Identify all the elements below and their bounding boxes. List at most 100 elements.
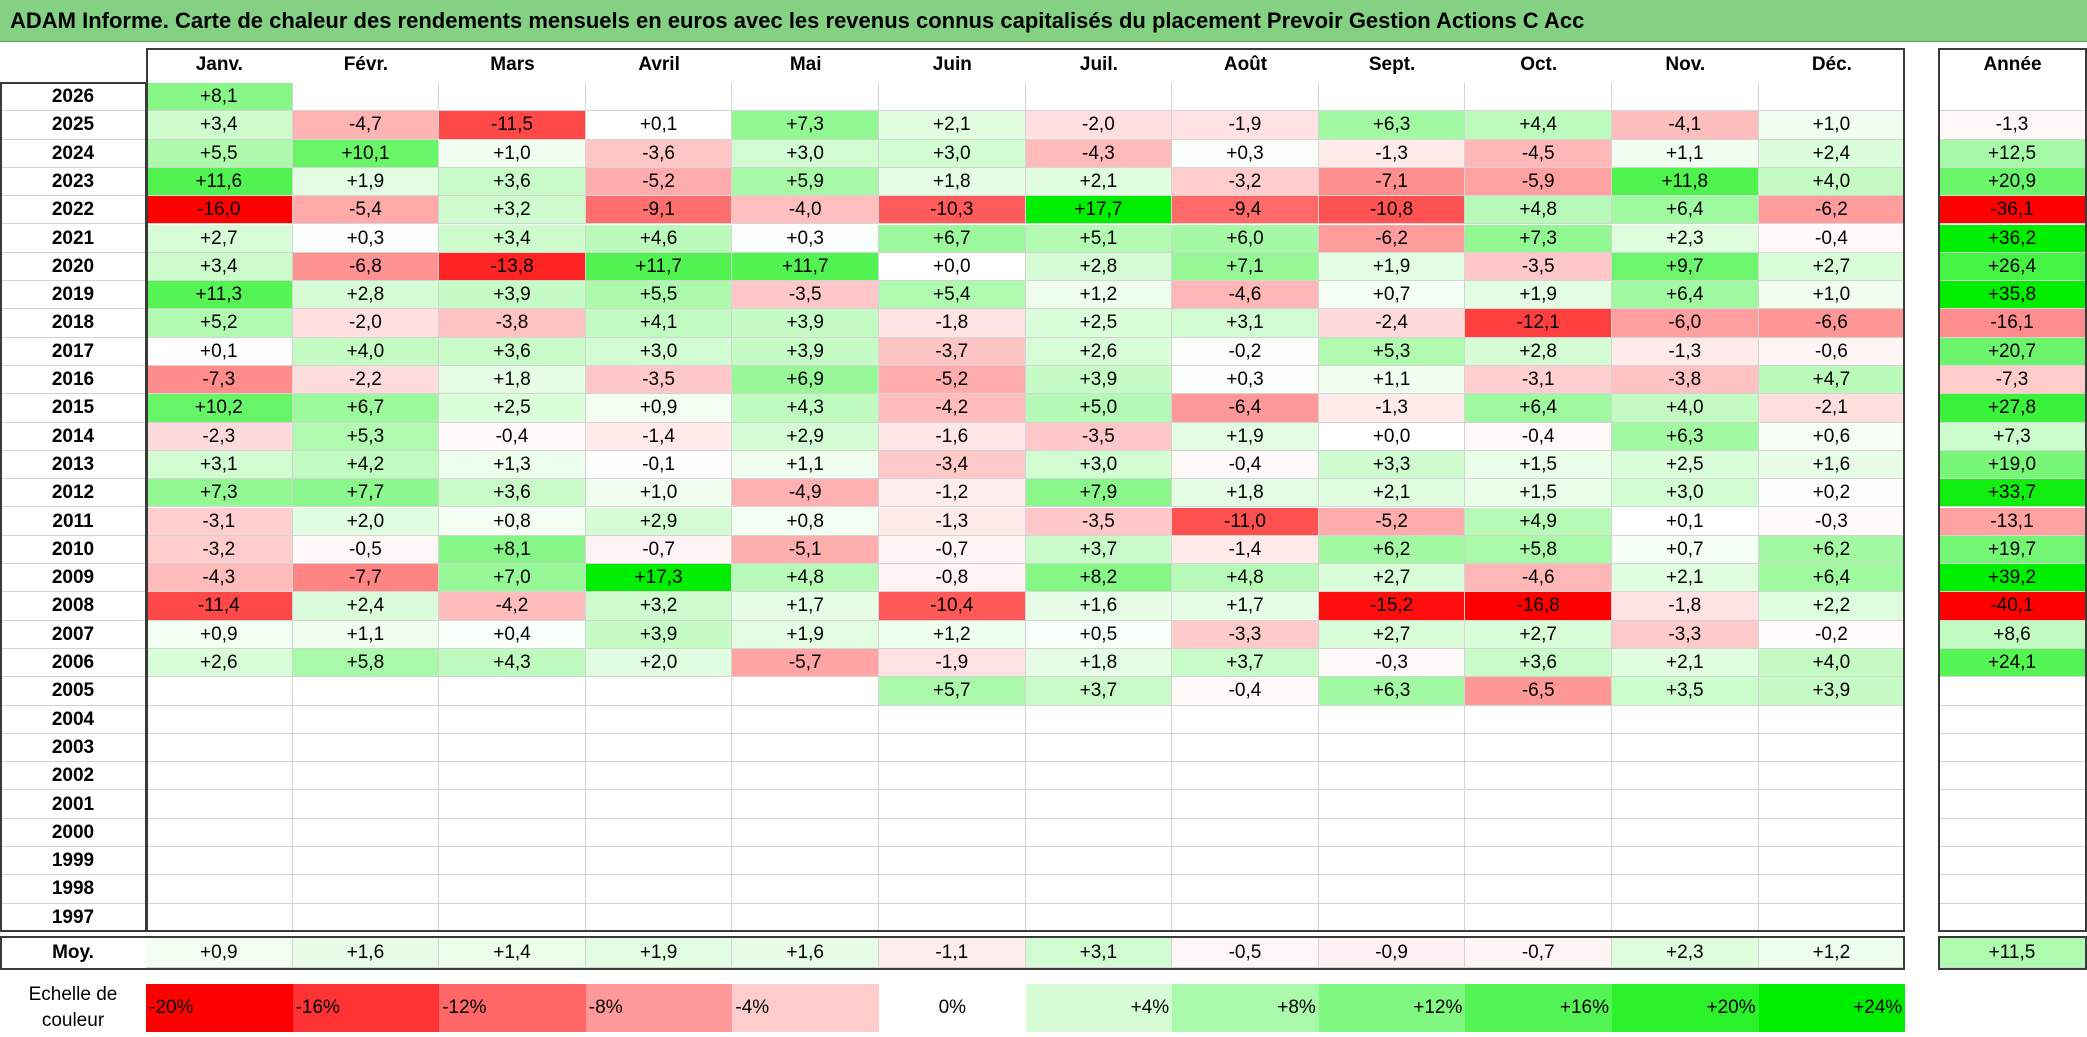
heatmap-cell: +2,5: [1025, 309, 1173, 338]
heatmap-cell: -3,6: [585, 139, 733, 168]
heatmap-cell: +0,1: [146, 337, 293, 366]
heatmap-cell: [146, 847, 293, 876]
heatmap-cell: +6,7: [879, 224, 1026, 253]
year-label: 2005: [0, 677, 146, 706]
heatmap-cell: [439, 733, 586, 763]
heatmap-cell: -6,0: [1612, 309, 1759, 338]
month-header: Avril: [638, 54, 680, 75]
heatmap-cell: -3,5: [1465, 252, 1612, 282]
heatmap-cell: [879, 847, 1026, 876]
heatmap-cell: -0,2: [1172, 337, 1319, 366]
heatmap-cell: +2,7: [1758, 252, 1906, 282]
heatmap-cell: +1,2: [879, 620, 1026, 649]
heatmap-cell: -3,8: [439, 309, 586, 338]
heatmap-cell: -6,2: [1318, 224, 1466, 253]
heatmap-cell: [732, 705, 879, 734]
heatmap-cell: [585, 83, 733, 112]
heatmap-cell: [585, 818, 733, 848]
heatmap-cell: +1,9: [1318, 252, 1466, 282]
color-scale-stop: 0%: [879, 984, 1026, 1032]
heatmap-cell: +5,7: [879, 677, 1026, 706]
heatmap-cell: -4,5: [1465, 139, 1612, 168]
heatmap-cell: +2,1: [879, 111, 1026, 140]
heatmap-cell: +2,7: [1318, 620, 1466, 649]
annual-cell: +36,2: [1938, 224, 2087, 253]
year-label: 2012: [0, 479, 146, 508]
year-label: 2015: [0, 394, 146, 423]
heatmap-cell: [1172, 790, 1319, 819]
heatmap-cell: +1,2: [1025, 281, 1173, 310]
heatmap-cell: +4,3: [732, 394, 879, 423]
year-label: 2024: [0, 140, 146, 168]
heatmap-cell: -4,6: [1172, 281, 1319, 310]
annual-cell: +19,0: [1938, 450, 2087, 480]
heatmap-cell: +0,7: [1318, 281, 1466, 310]
heatmap-cell: +5,8: [1465, 535, 1612, 565]
color-scale-stop: +20%: [1612, 984, 1759, 1032]
heatmap-cell: [1758, 733, 1906, 763]
heatmap-cell: [1025, 733, 1173, 763]
heatmap-cell: +2,3: [1612, 224, 1759, 253]
heatmap-cell: +3,4: [146, 111, 293, 140]
heatmap-cell: [439, 705, 586, 734]
heatmap-cell: +2,7: [1465, 620, 1612, 649]
heatmap-cell: [732, 733, 879, 763]
heatmap-cell: [1612, 818, 1759, 848]
heatmap-cell: +1,1: [732, 450, 879, 480]
heatmap-cell: +2,0: [292, 507, 440, 536]
heatmap-cell: +6,9: [732, 366, 879, 395]
heatmap-cell: +3,7: [1172, 649, 1319, 678]
annual-cell: +8,6: [1938, 620, 2087, 649]
heatmap-cell: -3,8: [1612, 366, 1759, 395]
heatmap-cell: -2,4: [1318, 309, 1466, 338]
heatmap-cell: [1318, 903, 1466, 932]
heatmap-cell: +1,1: [1612, 139, 1759, 168]
heatmap-cell: [879, 875, 1026, 904]
heatmap-cell: +11,3: [146, 281, 293, 310]
year-label: 2017: [0, 338, 146, 366]
heatmap-cell: -7,3: [146, 366, 293, 395]
heatmap-cell: +5,8: [292, 649, 440, 678]
heatmap-cell: +2,4: [292, 592, 440, 621]
heatmap-cell: [1318, 790, 1466, 819]
color-scale-stop: -8%: [585, 984, 733, 1032]
heatmap-cell: [1612, 847, 1759, 876]
heatmap-cell: +5,3: [1318, 337, 1466, 366]
heatmap-cell: +0,3: [1172, 139, 1319, 168]
heatmap-cell: -1,8: [1612, 592, 1759, 621]
heatmap-cell: [439, 847, 586, 876]
heatmap-cell: +1,6: [1025, 592, 1173, 621]
heatmap-cell: [1172, 818, 1319, 848]
heatmap-cell: [1465, 790, 1612, 819]
heatmap-cell: -0,3: [1758, 507, 1906, 536]
heatmap-cell: +3,0: [1612, 479, 1759, 508]
heatmap-cell: [1318, 847, 1466, 876]
heatmap-cell: +6,2: [1318, 535, 1466, 565]
heatmap-cell: +5,9: [732, 167, 879, 197]
heatmap-cell: [146, 705, 293, 734]
heatmap-cell: +11,7: [732, 252, 879, 282]
heatmap-cell: +3,1: [1172, 309, 1319, 338]
heatmap-cell: +2,7: [146, 224, 293, 253]
annual-cell: +20,9: [1938, 167, 2087, 197]
year-label: 1999: [0, 847, 146, 876]
heatmap-cell: -4,3: [1025, 139, 1173, 168]
annual-cell: [1938, 903, 2087, 932]
heatmap-cell: [292, 83, 440, 112]
heatmap-cell: +3,2: [439, 196, 586, 225]
heatmap-cell: -5,2: [1318, 507, 1466, 536]
heatmap-cell: [1025, 818, 1173, 848]
heatmap-cell: [1612, 762, 1759, 791]
heatmap-cell: +2,0: [585, 649, 733, 678]
heatmap-cell: +1,7: [1172, 592, 1319, 621]
heatmap-cell: [585, 762, 733, 791]
year-label: 2019: [0, 281, 146, 310]
heatmap-cell: +7,3: [732, 111, 879, 140]
heatmap-cell: +2,9: [585, 507, 733, 536]
heatmap-cell: -0,1: [585, 450, 733, 480]
heatmap-cell: +3,9: [1025, 366, 1173, 395]
heatmap-cell: -12,1: [1465, 309, 1612, 338]
heatmap-cell: -0,8: [879, 564, 1026, 593]
heatmap-cell: [1612, 875, 1759, 904]
month-header: Janv.: [195, 54, 243, 75]
